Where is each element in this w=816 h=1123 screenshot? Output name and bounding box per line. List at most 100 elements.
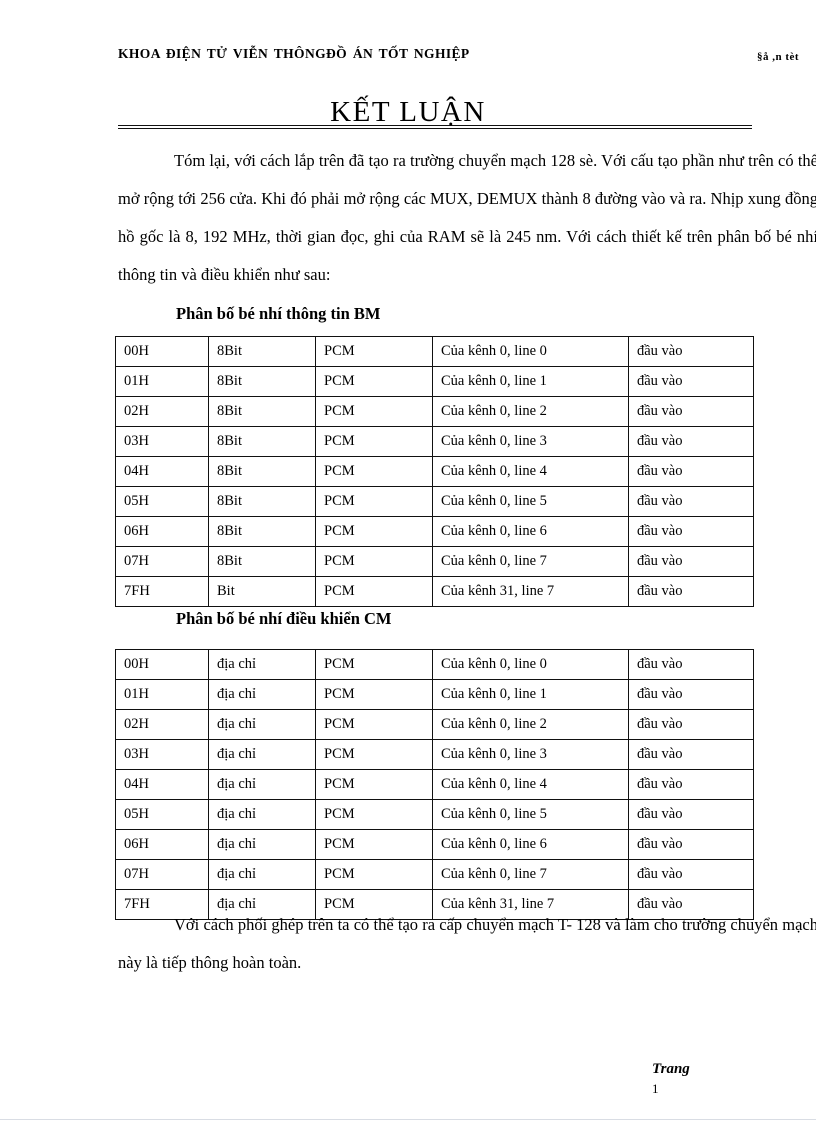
cell-code: PCM bbox=[315, 649, 433, 680]
header-double-rule bbox=[118, 125, 752, 129]
cell-type: địa chỉ bbox=[208, 769, 316, 800]
footer-label: Trang bbox=[652, 1061, 690, 1077]
table-row: 00H địa chỉ PCM Của kênh 0, line 0 đầu vào bbox=[115, 649, 754, 680]
cell-address: 02H bbox=[115, 396, 209, 427]
cell-direction: đầu vào bbox=[628, 366, 754, 397]
cell-address: 06H bbox=[115, 829, 209, 860]
header-right-text: §å ,n tèt bbox=[757, 51, 800, 63]
cell-type: địa chỉ bbox=[208, 859, 316, 890]
cell-code: PCM bbox=[315, 709, 433, 740]
cell-type: địa chỉ bbox=[208, 829, 316, 860]
page-title: KẾT LUẬN bbox=[330, 96, 486, 128]
cell-direction: đầu vào bbox=[628, 396, 754, 427]
cell-direction: đầu vào bbox=[628, 546, 754, 577]
table-row: 02H 8Bit PCM Của kênh 0, line 2 đầu vào bbox=[115, 396, 754, 427]
cell-address: 06H bbox=[115, 516, 209, 547]
cell-description: Của kênh 0, line 6 bbox=[432, 829, 629, 860]
cell-code: PCM bbox=[315, 426, 433, 457]
cell-description: Của kênh 0, line 0 bbox=[432, 649, 629, 680]
table-bm: 00H 8Bit PCM Của kênh 0, line 0 đầu vào 01H 8B… bbox=[115, 336, 754, 607]
cell-direction: đầu vào bbox=[628, 426, 754, 457]
table-row: 04H 8Bit PCM Của kênh 0, line 4 đầu vào bbox=[115, 456, 754, 487]
cell-description: Của kênh 0, line 3 bbox=[432, 426, 629, 457]
cell-description: Của kênh 0, line 5 bbox=[432, 486, 629, 517]
table-cm-caption: Phân bố bé nhí điều khiển CM bbox=[176, 609, 392, 628]
table-bm-body: 00H 8Bit PCM Của kênh 0, line 0 đầu vào 01H 8B… bbox=[115, 336, 754, 607]
cell-direction: đầu vào bbox=[628, 516, 754, 547]
table-row: 01H 8Bit PCM Của kênh 0, line 1 đầu vào bbox=[115, 366, 754, 397]
cell-type: 8Bit bbox=[208, 516, 316, 547]
cell-type: 8Bit bbox=[208, 396, 316, 427]
cell-description: Của kênh 0, line 0 bbox=[432, 336, 629, 367]
cell-type: địa chỉ bbox=[208, 739, 316, 770]
cell-description: Của kênh 0, line 1 bbox=[432, 366, 629, 397]
cell-direction: đầu vào bbox=[628, 576, 754, 607]
cell-address: 04H bbox=[115, 456, 209, 487]
cell-type: 8Bit bbox=[208, 546, 316, 577]
cell-code: PCM bbox=[315, 859, 433, 890]
cell-address: 7FH bbox=[115, 889, 209, 920]
table-row: 05H 8Bit PCM Của kênh 0, line 5 đầu vào bbox=[115, 486, 754, 517]
cell-code: PCM bbox=[315, 769, 433, 800]
cell-address: 03H bbox=[115, 739, 209, 770]
table-cm-body: 00H địa chỉ PCM Của kênh 0, line 0 đầu vào 01… bbox=[115, 649, 754, 920]
cell-code: PCM bbox=[315, 799, 433, 830]
cell-address: 04H bbox=[115, 769, 209, 800]
table-row: 03H địa chỉ PCM Của kênh 0, line 3 đầu vào bbox=[115, 739, 754, 770]
cell-description: Của kênh 0, line 7 bbox=[432, 859, 629, 890]
table-row: 01H địa chỉ PCM Của kênh 0, line 1 đầu vào bbox=[115, 679, 754, 710]
cell-address: 05H bbox=[115, 486, 209, 517]
cell-direction: đầu vào bbox=[628, 769, 754, 800]
cell-type: địa chỉ bbox=[208, 679, 316, 710]
cell-direction: đầu vào bbox=[628, 859, 754, 890]
cell-description: Của kênh 0, line 1 bbox=[432, 679, 629, 710]
cell-code: PCM bbox=[315, 456, 433, 487]
cell-address: 07H bbox=[115, 859, 209, 890]
cell-description: Của kênh 0, line 2 bbox=[432, 709, 629, 740]
table-row: 03H 8Bit PCM Của kênh 0, line 3 đầu vào bbox=[115, 426, 754, 457]
cell-address: 03H bbox=[115, 426, 209, 457]
cell-code: PCM bbox=[315, 739, 433, 770]
cell-code: PCM bbox=[315, 396, 433, 427]
cell-address: 02H bbox=[115, 709, 209, 740]
table-row: 06H địa chỉ PCM Của kênh 0, line 6 đầu vào bbox=[115, 829, 754, 860]
cell-address: 00H bbox=[115, 649, 209, 680]
cell-type: Bit bbox=[208, 576, 316, 607]
cell-code: PCM bbox=[315, 516, 433, 547]
cell-address: 01H bbox=[115, 679, 209, 710]
table-cm: 00H địa chỉ PCM Của kênh 0, line 0 đầu vào 01… bbox=[115, 649, 754, 920]
cell-direction: đầu vào bbox=[628, 889, 754, 920]
cell-type: địa chỉ bbox=[208, 799, 316, 830]
cell-type: địa chỉ bbox=[208, 649, 316, 680]
header-left-text: KHOA ĐIỆN TỬ VIỄN THÔNGĐỒ ÁN TỐT NGHIỆP bbox=[118, 46, 470, 61]
cell-code: PCM bbox=[315, 486, 433, 517]
cell-direction: đầu vào bbox=[628, 739, 754, 770]
table-row: 7FH Bit PCM Của kênh 31, line 7 đầu vào bbox=[115, 576, 754, 607]
cell-direction: đầu vào bbox=[628, 456, 754, 487]
table-row: 07H 8Bit PCM Của kênh 0, line 7 đầu vào bbox=[115, 546, 754, 577]
running-header: KHOA ĐIỆN TỬ VIỄN THÔNGĐỒ ÁN TỐT NGHIỆP … bbox=[0, 46, 816, 129]
cell-description: Của kênh 0, line 3 bbox=[432, 739, 629, 770]
cell-code: PCM bbox=[315, 679, 433, 710]
cell-code: PCM bbox=[315, 366, 433, 397]
cell-direction: đầu vào bbox=[628, 649, 754, 680]
cell-direction: đầu vào bbox=[628, 709, 754, 740]
cell-code: PCM bbox=[315, 546, 433, 577]
table-row: 04H địa chỉ PCM Của kênh 0, line 4 đầu vào bbox=[115, 769, 754, 800]
cell-description: Của kênh 0, line 7 bbox=[432, 546, 629, 577]
cell-address: 01H bbox=[115, 366, 209, 397]
cell-description: Của kênh 0, line 2 bbox=[432, 396, 629, 427]
cell-description: Của kênh 31, line 7 bbox=[432, 576, 629, 607]
cell-direction: đầu vào bbox=[628, 679, 754, 710]
cell-direction: đầu vào bbox=[628, 486, 754, 517]
cell-type: 8Bit bbox=[208, 426, 316, 457]
scan-edge-line bbox=[0, 1119, 816, 1120]
table-row: 05H địa chỉ PCM Của kênh 0, line 5 đầu vào bbox=[115, 799, 754, 830]
cell-address: 7FH bbox=[115, 576, 209, 607]
table-row: 7FH địa chỉ PCM Của kênh 31, line 7 đầu vào bbox=[115, 889, 754, 920]
cell-description: Của kênh 0, line 5 bbox=[432, 799, 629, 830]
cell-code: PCM bbox=[315, 889, 433, 920]
cell-direction: đầu vào bbox=[628, 829, 754, 860]
cell-type: 8Bit bbox=[208, 336, 316, 367]
